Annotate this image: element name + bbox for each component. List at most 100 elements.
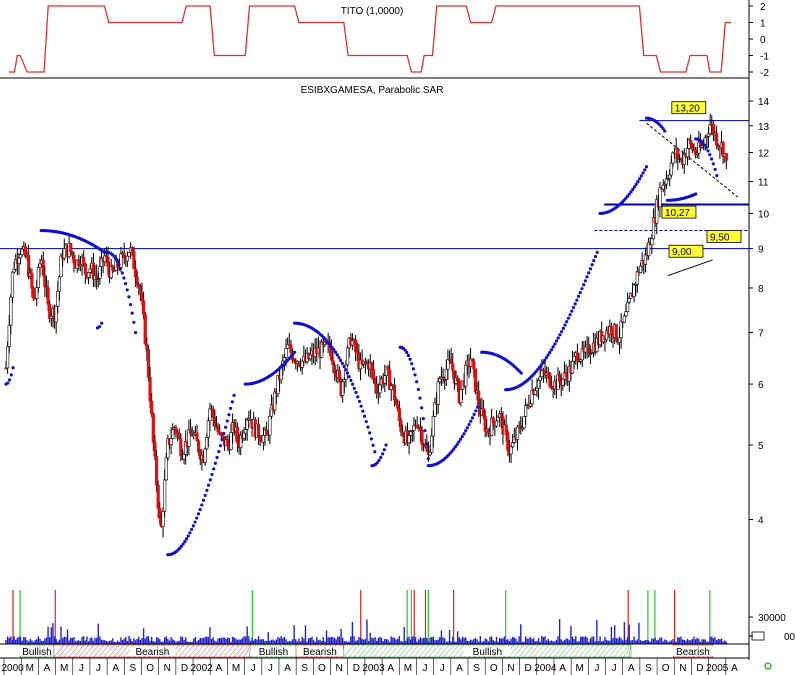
sar-dot — [570, 310, 573, 313]
candle-up — [445, 369, 448, 379]
candle-up — [625, 312, 628, 316]
candle-up — [343, 380, 346, 382]
sar-dot — [132, 321, 135, 324]
sar-dot — [193, 520, 196, 523]
candle-up — [244, 429, 247, 433]
candle-down — [144, 314, 147, 344]
sar-dot — [222, 432, 225, 435]
level-label: 10,27 — [665, 208, 690, 219]
candle-up — [126, 256, 129, 261]
sar-dot — [638, 177, 641, 180]
candle-down — [451, 364, 454, 371]
candle-down — [152, 414, 155, 442]
xtick-label: M — [404, 663, 412, 674]
xtick-label: J — [612, 663, 617, 674]
sar-dot — [520, 372, 523, 375]
xtick-label: J — [594, 663, 599, 674]
candle-up — [204, 449, 207, 462]
candle-down — [372, 369, 375, 378]
candle-up — [163, 480, 166, 512]
price-panel: ESIBXGAMESA, Parabolic SAR 1413121110987… — [0, 85, 770, 556]
candle-down — [565, 373, 568, 376]
candle-down — [107, 257, 110, 267]
sar-dot — [188, 531, 191, 534]
sar-dot — [342, 365, 345, 368]
candle-down — [236, 427, 239, 443]
candle-down — [576, 353, 579, 361]
sar-dot — [219, 444, 222, 447]
sar-dot — [199, 508, 202, 511]
xtick-label: M — [232, 663, 240, 674]
candle-down — [142, 301, 145, 315]
sar-dot — [370, 437, 373, 440]
sar-dot — [121, 271, 124, 274]
candle-down — [456, 378, 459, 381]
candle-up — [39, 264, 42, 267]
candle-up — [55, 306, 58, 322]
sar-dot — [6, 381, 9, 384]
candle-down — [123, 253, 126, 258]
candle-down — [82, 258, 85, 264]
candle-down — [147, 349, 150, 377]
candle-down — [32, 288, 35, 298]
sar-dot — [574, 302, 577, 305]
xtick-label: 2002 — [191, 663, 214, 674]
xtick-label: A — [112, 663, 119, 674]
sar-dot — [417, 388, 420, 391]
candle-up — [351, 341, 354, 345]
sar-dot — [645, 165, 648, 168]
xtick-label: D — [696, 663, 703, 674]
sar-dot — [192, 524, 195, 527]
candle-down — [549, 373, 552, 386]
xtick-label: A — [456, 663, 463, 674]
candle-down — [180, 439, 183, 456]
candle-up — [644, 255, 647, 265]
candle-down — [217, 428, 220, 433]
xtick-label: A — [215, 663, 222, 674]
candle-up — [659, 188, 662, 207]
sar-dot — [377, 459, 380, 462]
sar-dot — [469, 420, 472, 423]
sar-dot — [351, 383, 354, 386]
sar-dot — [580, 287, 583, 290]
xtick-label: N — [164, 663, 171, 674]
sar-dot — [379, 456, 382, 459]
sar-dot — [546, 354, 549, 357]
candle-down — [401, 432, 404, 435]
candle-up — [162, 512, 165, 527]
sar-dot — [129, 303, 132, 306]
candle-down — [396, 405, 399, 409]
volume-ytick-label: 30000 — [758, 613, 786, 624]
sar-dot — [231, 400, 234, 403]
candle-down — [24, 247, 27, 257]
tito-title: TITO (1,0000) — [341, 6, 404, 17]
candle-down — [44, 275, 47, 287]
price-ytick-label: 4 — [758, 516, 764, 527]
xtick-label: O — [490, 663, 498, 674]
candle-up — [18, 258, 21, 264]
candle-up — [523, 417, 526, 428]
sar-dot — [185, 537, 188, 540]
sar-dot — [407, 354, 410, 357]
sar-dot — [214, 462, 217, 465]
candle-down — [257, 424, 260, 438]
candle-down — [474, 369, 477, 392]
sar-dot — [360, 405, 363, 408]
candle-up — [165, 458, 168, 480]
xtick-label: 2000 — [1, 663, 24, 674]
candle-down — [332, 360, 335, 365]
candle-up — [430, 436, 433, 452]
sar-dot — [405, 351, 408, 354]
candle-up — [408, 435, 411, 442]
sar-dot — [591, 263, 594, 266]
candle-down — [149, 377, 152, 401]
candle-up — [524, 406, 527, 417]
candle-down — [426, 445, 429, 451]
sar-dot — [408, 358, 411, 361]
sar-dot — [568, 313, 571, 316]
candle-down — [196, 433, 199, 441]
sar-dot — [464, 429, 467, 432]
volume-panel: 3000000 Bullish Bearish Bullish Bearish Bull… — [0, 590, 795, 658]
candle-down — [374, 379, 377, 384]
candle-up — [230, 433, 233, 450]
